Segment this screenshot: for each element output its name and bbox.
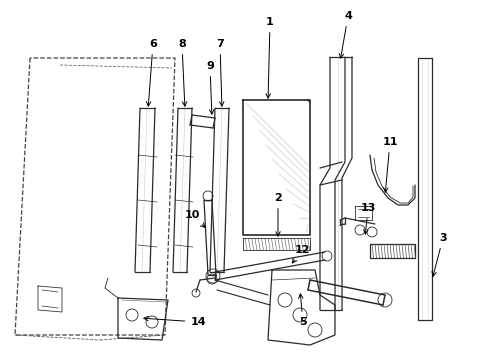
Text: 12: 12	[293, 245, 310, 263]
Text: 6: 6	[147, 39, 157, 106]
Text: 7: 7	[216, 39, 224, 106]
Text: 13: 13	[360, 203, 376, 234]
Text: 11: 11	[382, 137, 398, 192]
Text: 8: 8	[178, 39, 187, 106]
Text: 9: 9	[206, 61, 214, 114]
Text: 14: 14	[144, 316, 206, 327]
Text: 2: 2	[274, 193, 282, 236]
Text: 3: 3	[432, 233, 447, 276]
Text: 4: 4	[339, 11, 352, 58]
Text: 10: 10	[184, 210, 205, 228]
Text: 5: 5	[298, 294, 307, 327]
Text: 1: 1	[266, 17, 274, 98]
